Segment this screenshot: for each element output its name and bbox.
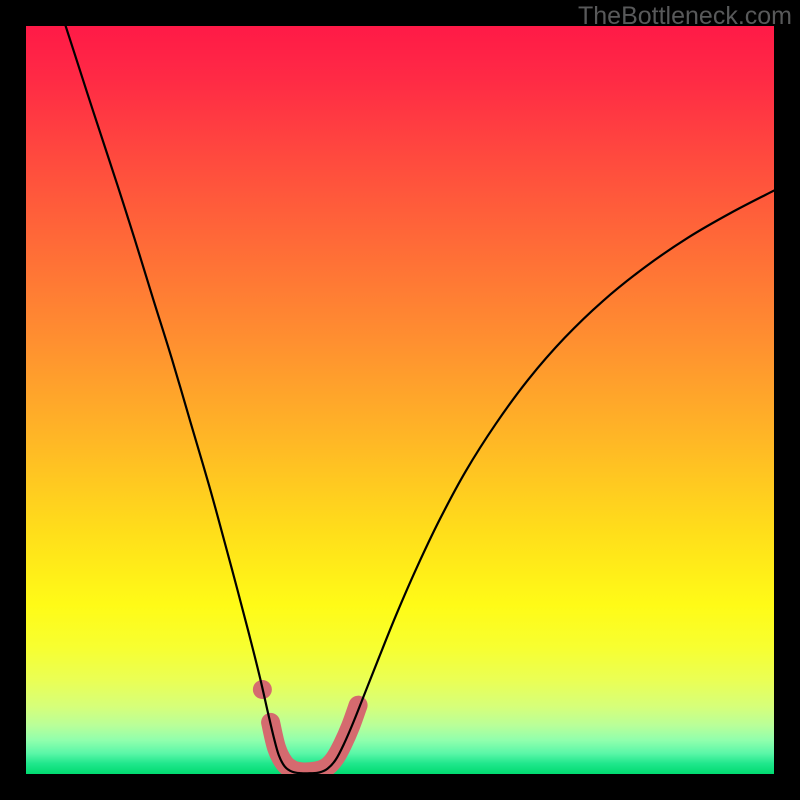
plot-area <box>26 26 774 774</box>
watermark-text: TheBottleneck.com <box>578 2 792 31</box>
gradient-background <box>26 26 774 774</box>
chart-svg <box>26 26 774 774</box>
